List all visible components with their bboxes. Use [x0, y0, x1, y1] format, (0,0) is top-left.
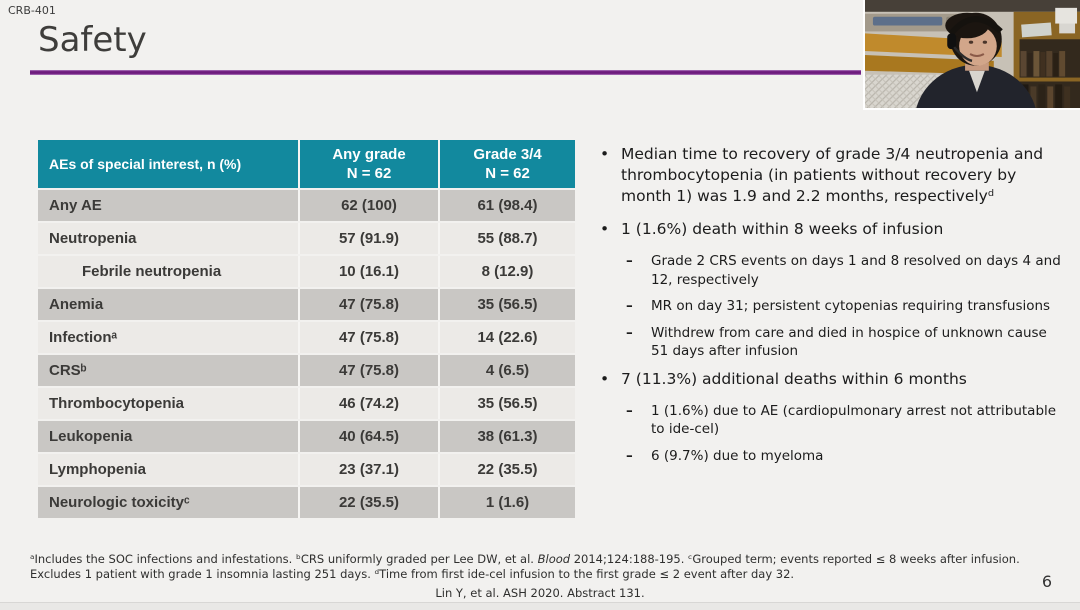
header-col2-line2: N = 62 — [346, 165, 392, 182]
row-any-grade: 10 (16.1) — [300, 256, 440, 287]
citation: Lin Y, et al. ASH 2020. Abstract 131. — [435, 586, 645, 600]
row-label: Infectionᵃ — [38, 322, 300, 353]
page-number: 6 — [1041, 572, 1052, 591]
webcam-scene — [865, 0, 1080, 108]
row-grade-3-4: 35 (56.5) — [477, 395, 538, 412]
row-any-grade: 23 (37.1) — [300, 454, 440, 485]
header-col3-line2: N = 62 — [485, 165, 530, 182]
row-label: Lymphopenia — [38, 454, 300, 485]
row-grade-3-4: 8 (12.9) — [481, 263, 534, 280]
bottom-strip — [0, 602, 1080, 610]
ae-table-header-row: AEs of special interest, n (%) Any grade… — [38, 140, 575, 188]
sub-bullet-item: 6 (9.7%) due to myeloma — [624, 447, 1068, 466]
row-label: Thrombocytopenia — [38, 388, 300, 419]
table-row: Leukopenia 40 (64.5) 38 (61.3) — [38, 421, 575, 452]
row-grade-3-4: 55 (88.7) — [477, 230, 538, 247]
sub-bullet-item: 1 (1.6%) due to AE (cardiopulmonary arre… — [624, 402, 1068, 439]
row-any-grade: 47 (75.8) — [300, 322, 440, 353]
program-label: CRB-401 — [8, 4, 56, 17]
headset-mic — [953, 46, 973, 63]
row-label: Anemia — [38, 289, 300, 320]
row-any-grade: 46 (74.2) — [300, 388, 440, 419]
row-label: Any AE — [38, 190, 300, 221]
safety-bullet-list: Median time to recovery of grade 3/4 neu… — [596, 144, 1068, 473]
page-title: Safety — [38, 20, 147, 60]
row-label: Febrile neutropenia — [38, 256, 300, 287]
row-any-grade: 22 (35.5) — [300, 487, 440, 518]
table-row: Infectionᵃ 47 (75.8) 14 (22.6) — [38, 322, 575, 353]
row-grade-3-4: 38 (61.3) — [477, 428, 538, 445]
row-any-grade: 40 (64.5) — [300, 421, 440, 452]
bullet-item: Median time to recovery of grade 3/4 neu… — [596, 144, 1068, 207]
footnote-line1-post: 2014;124:188-195. ᶜGrouped term; events … — [570, 552, 1020, 566]
row-grade-3-4: 35 (56.5) — [477, 296, 538, 313]
row-grade-3-4: 1 (1.6) — [485, 494, 530, 511]
sub-bullet-item: MR on day 31; persistent cytopenias requ… — [624, 297, 1068, 316]
table-row: CRSᵇ 47 (75.8) 4 (6.5) — [38, 355, 575, 386]
table-row: Neurologic toxicityᶜ 22 (35.5) 1 (1.6) — [38, 487, 575, 518]
footnotes: ᵃIncludes the SOC infections and infesta… — [30, 552, 1056, 582]
footnote-line-1: ᵃIncludes the SOC infections and infesta… — [30, 552, 1056, 567]
row-grade-3-4: 61 (98.4) — [477, 197, 538, 214]
table-row: Lymphopenia 23 (37.1) 22 (35.5) — [38, 454, 575, 485]
header-col3-line1: Grade 3/4 — [473, 146, 542, 163]
row-grade-3-4: 14 (22.6) — [477, 329, 538, 346]
sub-bullet-item: Grade 2 CRS events on days 1 and 8 resol… — [624, 252, 1068, 289]
sub-bullet-item: Withdrew from care and died in hospice o… — [624, 324, 1068, 361]
row-any-grade: 57 (91.9) — [300, 223, 440, 254]
table-row: Thrombocytopenia 46 (74.2) 35 (56.5) — [38, 388, 575, 419]
ae-table-header-col2: Any grade N = 62 — [300, 140, 440, 188]
table-row: Neutropenia 57 (91.9) 55 (88.7) — [38, 223, 575, 254]
bullet-item: 1 (1.6%) death within 8 weeks of infusio… — [596, 219, 1068, 240]
header-col2-line1: Any grade — [332, 146, 406, 163]
ae-table-header-col3: Grade 3/4 N = 62 — [440, 140, 575, 188]
presenter-person — [916, 12, 1036, 108]
ae-table-header-col1: AEs of special interest, n (%) — [38, 140, 300, 188]
row-grade-3-4: 22 (35.5) — [477, 461, 538, 478]
row-label: Leukopenia — [38, 421, 300, 452]
headset-band — [948, 16, 1003, 36]
row-label: Neurologic toxicityᶜ — [38, 487, 300, 518]
table-row: Febrile neutropenia 10 (16.1) 8 (12.9) — [38, 256, 575, 287]
row-grade-3-4: 4 (6.5) — [485, 362, 530, 379]
row-any-grade: 47 (75.8) — [300, 355, 440, 386]
bullet-item: 7 (11.3%) additional deaths within 6 mon… — [596, 369, 1068, 390]
ae-table: AEs of special interest, n (%) Any grade… — [38, 140, 575, 520]
row-any-grade: 62 (100) — [300, 190, 440, 221]
row-label: CRSᵇ — [38, 355, 300, 386]
presenter-webcam — [863, 0, 1080, 110]
table-row: Any AE 62 (100) 61 (98.4) — [38, 190, 575, 221]
footnote-line1-journal: Blood — [537, 552, 571, 566]
row-label: Neutropenia — [38, 223, 300, 254]
title-divider — [30, 70, 861, 75]
headset-earcup — [947, 33, 957, 50]
table-row: Anemia 47 (75.8) 35 (56.5) — [38, 289, 575, 320]
row-any-grade: 47 (75.8) — [300, 289, 440, 320]
footnote-line-2: Excludes 1 patient with grade 1 insomnia… — [30, 567, 795, 581]
footnote-line1-pre: ᵃIncludes the SOC infections and infesta… — [30, 552, 538, 566]
